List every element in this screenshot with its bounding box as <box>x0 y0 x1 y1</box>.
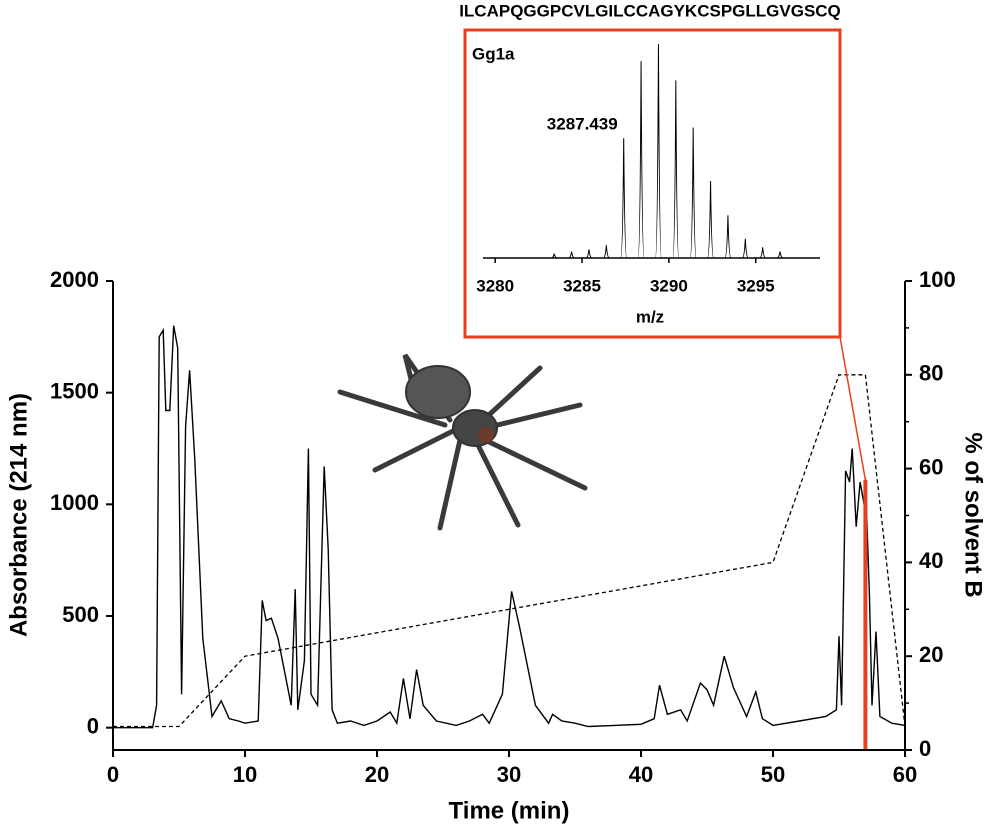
peak <box>620 138 628 259</box>
sequence: ILCAPQGGPCVLGILCCAGYKCSPGLLGVGSCQ <box>459 1 841 20</box>
x-tick-label: 20 <box>365 762 389 787</box>
y-tick-label: 1000 <box>50 490 99 515</box>
y-tick-label: 500 <box>62 602 99 627</box>
peak <box>603 245 610 259</box>
gradient-line <box>113 374 906 728</box>
peak <box>654 43 662 259</box>
y2-tick-label: 100 <box>919 267 956 292</box>
spider-illustration <box>337 353 588 531</box>
x-tick-label: 10 <box>233 762 257 787</box>
chromatogram-line <box>113 325 906 729</box>
peak-annotation: 3287.439 <box>547 114 618 133</box>
x-tick-label: 50 <box>761 762 785 787</box>
y-axis-title: Absorbance (214 nm) <box>5 393 32 637</box>
peak <box>689 127 697 259</box>
x-tick-label: 0 <box>107 762 119 787</box>
x-axis-title: Time (min) <box>449 797 570 824</box>
peak <box>672 80 680 259</box>
y2-tick-label: 20 <box>919 642 943 667</box>
x-tick-label: 40 <box>629 762 653 787</box>
peak <box>724 215 732 259</box>
y2-tick-label: 80 <box>919 361 943 386</box>
y2-tick-label: 0 <box>919 736 931 761</box>
peak <box>637 61 645 259</box>
inset-x-tick-label: 3285 <box>563 276 601 295</box>
inset-x-tick-label: 3295 <box>737 276 775 295</box>
y2-tick-label: 60 <box>919 454 943 479</box>
y-tick-label: 0 <box>87 713 99 738</box>
inset-x-title: m/z <box>636 307 664 326</box>
peak <box>759 247 766 259</box>
y2-axis-title: % of solvent B <box>960 432 987 597</box>
inset-title: Gg1a <box>472 44 515 63</box>
callout-line <box>839 336 867 481</box>
peak <box>707 180 715 259</box>
y-tick-label: 2000 <box>50 267 99 292</box>
y-tick-label: 1500 <box>50 378 99 403</box>
y2-tick-label: 40 <box>919 548 943 573</box>
inset-frame <box>463 28 842 339</box>
x-tick-label: 60 <box>893 762 917 787</box>
peak <box>742 238 749 259</box>
inset-x-tick-label: 3280 <box>476 276 514 295</box>
peak <box>585 249 593 259</box>
inset-x-tick-label: 3290 <box>650 276 688 295</box>
x-tick-label: 30 <box>497 762 521 787</box>
plot-frame <box>112 281 906 751</box>
